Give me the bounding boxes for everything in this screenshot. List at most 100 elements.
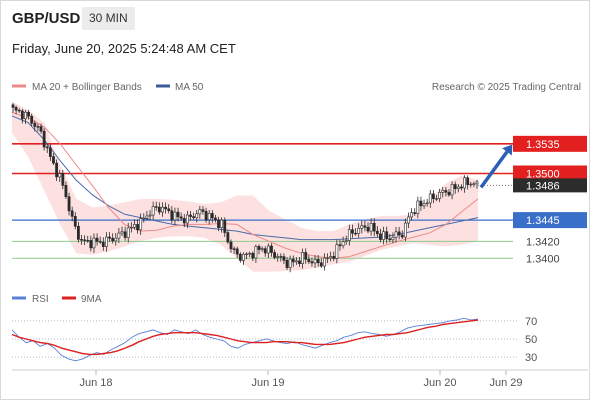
candle	[388, 233, 392, 243]
candle-body	[453, 184, 457, 190]
candle-body	[61, 173, 65, 186]
candle-body	[157, 206, 161, 213]
interval-button[interactable]: 30 MIN	[82, 7, 135, 30]
candle-body	[229, 241, 233, 250]
candle	[251, 251, 255, 262]
candle	[466, 175, 470, 190]
candle	[338, 239, 342, 251]
candle-body	[139, 218, 143, 231]
candle-body	[42, 130, 46, 148]
rsi-ma-legend-label: 9MA	[81, 294, 102, 305]
candle-body	[95, 237, 99, 242]
candle-body	[58, 173, 62, 178]
bollinger-band	[12, 101, 478, 272]
candle	[42, 128, 46, 151]
candle	[189, 210, 192, 221]
candle	[139, 213, 143, 235]
candle-body	[438, 192, 442, 199]
candle	[11, 103, 15, 113]
candle-body	[357, 227, 361, 234]
candle-body	[89, 240, 93, 249]
candle	[126, 222, 130, 243]
candle-body	[145, 215, 149, 219]
price-axis-labels: 1.3535 1.3500 1.3445 1.3420 1.3400 1.3486	[513, 135, 587, 265]
candle	[114, 233, 118, 246]
candle-body	[447, 191, 451, 196]
candle	[279, 253, 283, 262]
candle-body	[444, 190, 448, 193]
candle	[182, 214, 186, 228]
candle-body	[301, 252, 305, 265]
candle-body	[463, 177, 466, 189]
candle-body	[313, 259, 317, 264]
candle-body	[466, 177, 470, 185]
time-tick-1: Jun 18	[79, 377, 112, 389]
candle	[379, 228, 382, 243]
candle-body	[67, 196, 71, 212]
candle-body	[435, 198, 438, 200]
candle-body	[33, 122, 37, 127]
candle-body	[257, 246, 261, 250]
candle	[201, 206, 205, 215]
candle-body	[92, 237, 96, 249]
candle	[453, 181, 457, 194]
candle	[120, 226, 124, 237]
candle-body	[161, 206, 164, 213]
time-tick-2: Jun 19	[251, 377, 284, 389]
candle-body	[126, 227, 130, 238]
candle-body	[76, 225, 80, 240]
candle	[52, 153, 55, 165]
candle	[344, 235, 348, 245]
candle	[217, 216, 220, 232]
candle-body	[198, 209, 202, 215]
candle-body	[55, 162, 58, 178]
candle	[223, 217, 227, 237]
candle	[123, 226, 127, 241]
candle-body	[410, 212, 414, 218]
candle	[232, 246, 236, 254]
candle	[108, 232, 111, 242]
candle	[214, 214, 217, 223]
candle-body	[30, 115, 34, 124]
candle	[179, 212, 183, 221]
candle	[341, 236, 345, 249]
candle-body	[310, 261, 314, 264]
candle	[298, 257, 301, 267]
candle	[335, 239, 339, 264]
rsi-panel: 70 50 30	[11, 316, 537, 364]
candle	[254, 244, 258, 263]
candle-body	[432, 193, 435, 199]
candle	[117, 228, 121, 244]
candle-body	[372, 223, 376, 232]
candle	[86, 235, 90, 243]
candle	[450, 181, 454, 200]
candle-body	[319, 262, 323, 267]
candle	[129, 222, 133, 233]
candle-body	[120, 231, 124, 234]
time-tick-4: Jun 29	[489, 377, 522, 389]
candle	[70, 206, 74, 222]
candle-body	[48, 147, 52, 157]
candle	[207, 210, 211, 225]
candle-body	[210, 213, 214, 219]
candle	[351, 224, 354, 238]
candle-body	[251, 252, 255, 259]
candle-body	[260, 248, 264, 250]
candle-body	[276, 256, 280, 258]
candle-body	[366, 226, 370, 232]
candle	[263, 246, 267, 257]
candle-body	[248, 252, 252, 255]
candle	[27, 109, 30, 120]
candle-body	[344, 240, 348, 242]
candle-body	[27, 111, 30, 117]
rsi-tick-50: 50	[525, 334, 537, 346]
candle-body	[335, 244, 339, 259]
candle	[204, 207, 208, 223]
candle	[363, 220, 367, 232]
candle	[17, 108, 21, 113]
candle-body	[363, 225, 367, 228]
candles	[11, 103, 479, 273]
candle-body	[232, 248, 236, 250]
candle	[319, 258, 323, 269]
candle-body	[204, 211, 208, 221]
